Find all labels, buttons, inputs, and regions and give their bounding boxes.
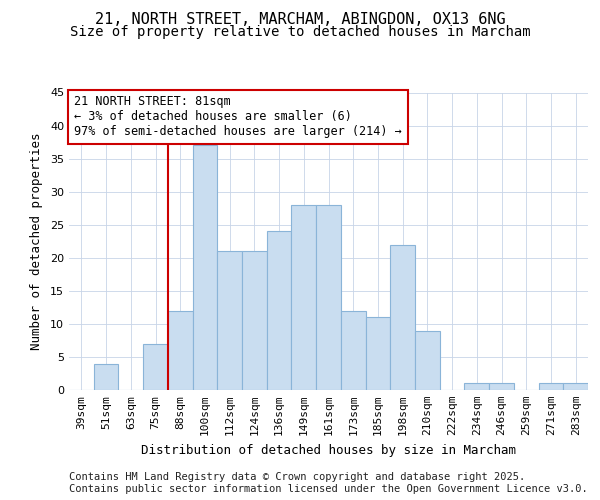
Bar (415, 330, 440, 390)
Bar (390, 244, 415, 390)
Text: 21 NORTH STREET: 81sqm
← 3% of detached houses are smaller (6)
97% of semi-detac: 21 NORTH STREET: 81sqm ← 3% of detached … (74, 96, 402, 138)
Bar (94, 364, 118, 390)
Bar (168, 310, 193, 390)
Bar (489, 384, 514, 390)
Text: 21, NORTH STREET, MARCHAM, ABINGDON, OX13 6NG: 21, NORTH STREET, MARCHAM, ABINGDON, OX1… (95, 12, 505, 28)
Bar (193, 146, 217, 390)
X-axis label: Distribution of detached houses by size in Marcham: Distribution of detached houses by size … (141, 444, 516, 456)
Text: Contains HM Land Registry data © Crown copyright and database right 2025.: Contains HM Land Registry data © Crown c… (69, 472, 525, 482)
Bar (292, 205, 316, 390)
Bar (242, 251, 267, 390)
Bar (563, 384, 588, 390)
Bar (464, 384, 489, 390)
Bar (143, 344, 168, 390)
Text: Size of property relative to detached houses in Marcham: Size of property relative to detached ho… (70, 25, 530, 39)
Y-axis label: Number of detached properties: Number of detached properties (30, 132, 43, 350)
Bar (539, 384, 563, 390)
Bar (341, 310, 365, 390)
Bar (316, 205, 341, 390)
Text: Contains public sector information licensed under the Open Government Licence v3: Contains public sector information licen… (69, 484, 588, 494)
Bar (365, 318, 390, 390)
Bar (267, 232, 292, 390)
Bar (217, 251, 242, 390)
